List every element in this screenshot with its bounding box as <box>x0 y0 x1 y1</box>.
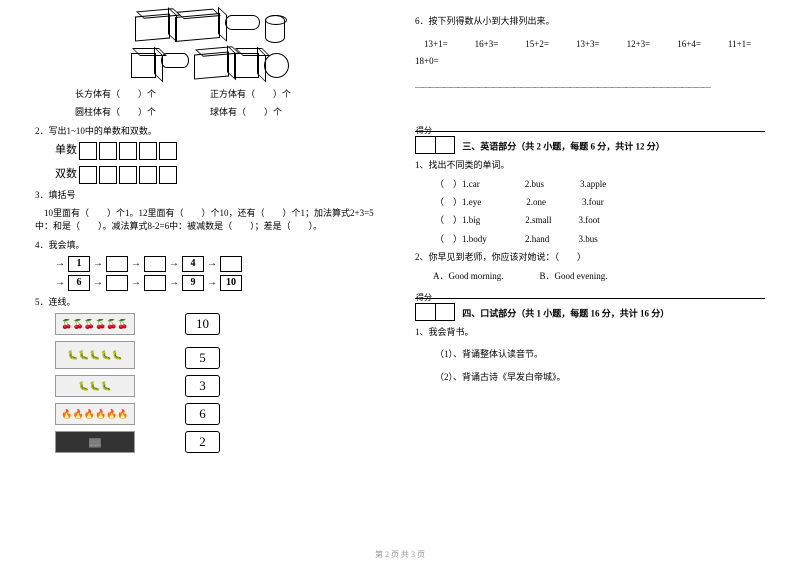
score-box[interactable]: 得分 <box>415 303 455 321</box>
left-column: 长方体有（ ）个 正方体有（ ）个 圆柱体有（ ）个 球体有（ ）个 2．写出1… <box>20 10 400 525</box>
q6-answer-line[interactable]: ＿＿＿＿＿＿＿＿＿＿＿＿＿＿＿＿＿＿＿＿＿＿＿＿＿＿＿＿＿＿＿＿＿＿＿＿＿＿＿＿… <box>415 77 765 91</box>
match-num[interactable]: 5 <box>185 347 220 369</box>
e2-options: A．Good morning. B．Good evening. <box>415 269 765 283</box>
match-num[interactable]: 2 <box>185 431 220 453</box>
e2-title: 2、你早见到老师，你应该对她说：（ ） <box>415 250 765 264</box>
shapes-row-1 <box>35 10 385 48</box>
match-images: 🍒🍒🍒🍒🍒🍒 🐛🐛🐛🐛🐛 🐛🐛🐛 🔥🔥🔥🔥🔥🔥 ▓▓ <box>55 313 135 453</box>
section-3-title: 三、英语部分（共 2 小题，每题 6 分，共计 12 分） <box>462 142 665 152</box>
flow-box[interactable]: 1 <box>68 256 90 272</box>
flow-box[interactable] <box>220 256 242 272</box>
flow-box[interactable]: 6 <box>68 275 90 291</box>
flow-box[interactable] <box>144 275 166 291</box>
match-numbers: 10 5 3 6 2 <box>185 313 220 453</box>
shape-labels-row2: 圆柱体有（ ）个 球体有（ ）个 <box>35 105 385 119</box>
cube-label: 正方体有（ ）个 <box>210 87 345 101</box>
even-boxes[interactable] <box>79 166 177 184</box>
e1-row: （ ）1.body 2.hand 3.bus <box>415 232 765 246</box>
score-label: 得分 <box>416 125 432 138</box>
q5-title: 5．连线。 <box>35 295 385 309</box>
arrow-icon: → <box>55 258 65 269</box>
flow-box[interactable]: 10 <box>220 275 242 291</box>
shapes-row-2 <box>35 48 385 83</box>
match-img[interactable]: 🐛🐛🐛🐛🐛 <box>55 341 135 369</box>
score-label: 得分 <box>416 292 432 305</box>
match-num[interactable]: 6 <box>185 403 220 425</box>
o1-item-1: （1）、背诵整体认读音节。 <box>415 347 765 361</box>
cuboid-shape <box>194 51 229 79</box>
section-3-header: 得分 三、英语部分（共 2 小题，每题 6 分，共计 12 分） <box>415 136 765 154</box>
e1-row: （ ）1.big 2.small 3.foot <box>415 213 765 227</box>
arrow-icon: → <box>207 277 217 288</box>
q6-expressions: 13+1= 16+3= 15+2= 13+3= 12+3= 16+4= 11+1… <box>415 36 765 68</box>
q2-title: 2．写出1~10中的单数和双数。 <box>35 124 385 138</box>
sphere-shape <box>264 53 289 78</box>
q2-odd-row: 单数 <box>35 142 385 160</box>
arrow-icon: → <box>207 258 217 269</box>
odd-boxes[interactable] <box>79 142 177 160</box>
arrow-icon: → <box>55 277 65 288</box>
match-img[interactable]: ▓▓ <box>55 431 135 453</box>
cylinder-shape <box>265 15 285 43</box>
odd-label: 单数 <box>55 144 77 156</box>
flow-box[interactable]: 9 <box>182 275 204 291</box>
match-area: 🍒🍒🍒🍒🍒🍒 🐛🐛🐛🐛🐛 🐛🐛🐛 🔥🔥🔥🔥🔥🔥 ▓▓ 10 5 3 6 2 <box>55 313 385 453</box>
flow-row-2: → 6 → → → 9 → 10 <box>55 275 385 291</box>
cube-shape <box>234 53 259 78</box>
cuboid-label: 长方体有（ ）个 <box>75 87 210 101</box>
score-box[interactable]: 得分 <box>415 136 455 154</box>
shape-labels-row1: 长方体有（ ）个 正方体有（ ）个 <box>35 87 385 101</box>
right-column: 6．按下列得数从小到大排列出来。 13+1= 16+3= 15+2= 13+3=… <box>400 10 780 525</box>
flow-row-1: → 1 → → → 4 → <box>55 256 385 272</box>
divider <box>415 298 765 299</box>
arrow-icon: → <box>131 277 141 288</box>
cube-shape <box>131 53 156 78</box>
match-img[interactable]: 🐛🐛🐛 <box>55 375 135 397</box>
flow-box[interactable] <box>144 256 166 272</box>
o1-item-2: （2）、背诵古诗《早发白帝城》。 <box>415 370 765 384</box>
arrow-icon: → <box>169 258 179 269</box>
divider <box>415 131 765 132</box>
arrow-icon: → <box>93 258 103 269</box>
q2-even-row: 双数 <box>35 166 385 184</box>
q3-text: 10里面有（ ）个1。12里面有（ ）个10，还有（ ）个1；加法算式2+3=5… <box>35 207 385 234</box>
match-img[interactable]: 🍒🍒🍒🍒🍒🍒 <box>55 313 135 335</box>
flow-box[interactable] <box>106 275 128 291</box>
match-num[interactable]: 3 <box>185 375 220 397</box>
arrow-icon: → <box>169 277 179 288</box>
q6-title: 6．按下列得数从小到大排列出来。 <box>415 14 765 28</box>
e1-row: （ ）1.eye 2.one 3.four <box>415 195 765 209</box>
match-img[interactable]: 🔥🔥🔥🔥🔥🔥 <box>55 403 135 425</box>
match-num[interactable]: 10 <box>185 313 220 335</box>
e1-row: （ ）1.car 2.bus 3.apple <box>415 177 765 191</box>
flow-box[interactable]: 4 <box>182 256 204 272</box>
arrow-icon: → <box>131 258 141 269</box>
o1-title: 1、我会背书。 <box>415 325 765 339</box>
section-4-title: 四、口试部分（共 1 小题，每题 16 分，共计 16 分） <box>462 309 669 319</box>
section-4-header: 得分 四、口试部分（共 1 小题，每题 16 分，共计 16 分） <box>415 303 765 321</box>
even-label: 双数 <box>55 168 77 180</box>
cuboid-shape <box>175 13 220 42</box>
cylinder-horizontal <box>225 15 260 30</box>
arrow-icon: → <box>93 277 103 288</box>
cuboid-shape <box>135 13 170 41</box>
page-footer: 第 2 页 共 3 页 <box>0 549 800 560</box>
cylinder-label: 圆柱体有（ ）个 <box>75 105 210 119</box>
flow-box[interactable] <box>106 256 128 272</box>
e1-title: 1、找出不同类的单词。 <box>415 158 765 172</box>
sphere-label: 球体有（ ）个 <box>210 105 345 119</box>
q4-title: 4．我会填。 <box>35 238 385 252</box>
q3-title: 3．填括号 <box>35 188 385 202</box>
